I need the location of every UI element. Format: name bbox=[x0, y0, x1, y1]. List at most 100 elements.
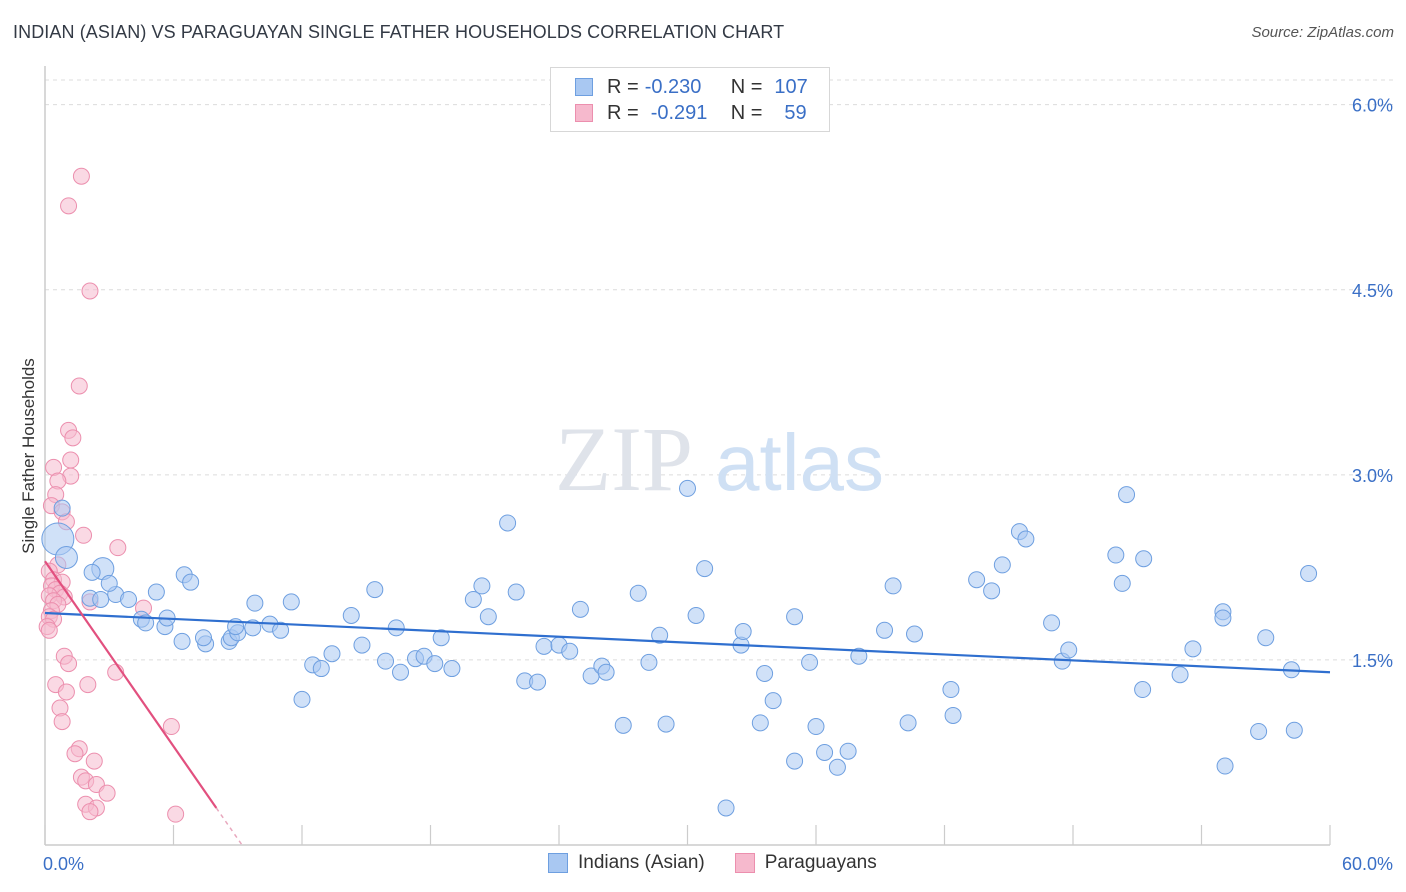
data-point-indians bbox=[1250, 722, 1268, 740]
watermark-zip: ZIP bbox=[555, 408, 693, 510]
bottom-legend: Indians (Asian) Paraguayans bbox=[548, 852, 907, 874]
y-tick-label: 4.5% bbox=[1352, 281, 1393, 301]
data-point-indians bbox=[983, 582, 1001, 600]
source-label: Source: ZipAtlas.com bbox=[1251, 24, 1394, 41]
data-point-indians bbox=[1285, 721, 1303, 739]
data-point-indians bbox=[571, 600, 589, 618]
data-point-indians bbox=[499, 514, 517, 532]
data-point-indians bbox=[147, 583, 165, 601]
data-point-indians bbox=[899, 714, 917, 732]
legend-box: R = -0.230 N = 107 R = -0.291 N = 59 bbox=[550, 67, 830, 132]
data-point-indians bbox=[535, 637, 553, 655]
data-point-indians bbox=[679, 479, 696, 497]
data-point-paraguayans bbox=[167, 805, 185, 823]
data-point-indians bbox=[906, 625, 924, 643]
bottom-legend-swatch-blue bbox=[548, 853, 568, 873]
data-point-indians bbox=[282, 593, 300, 611]
data-point-indians bbox=[479, 608, 497, 626]
legend-swatch-pink bbox=[575, 104, 593, 122]
data-point-indians bbox=[850, 647, 868, 665]
data-point-indians bbox=[597, 663, 615, 681]
data-point-indians bbox=[657, 715, 675, 733]
data-point-indians bbox=[993, 556, 1011, 574]
data-point-indians bbox=[968, 571, 986, 589]
data-point-indians bbox=[651, 626, 669, 644]
data-point-indians bbox=[876, 621, 894, 639]
data-point-indians bbox=[53, 499, 71, 517]
data-point-indians bbox=[696, 560, 714, 578]
y-tick-label: 6.0% bbox=[1352, 96, 1393, 116]
data-point-indians bbox=[1300, 565, 1318, 583]
data-point-indians bbox=[507, 583, 525, 601]
axes bbox=[44, 66, 1331, 846]
y-tick-label: 1.5% bbox=[1352, 651, 1393, 671]
tick-labels: 1.5% 3.0% 4.5% 6.0% 0.0% 60.0% bbox=[43, 96, 1393, 874]
data-point-indians bbox=[182, 573, 200, 591]
data-point-paraguayans bbox=[98, 784, 116, 802]
data-point-paraguayans bbox=[75, 526, 93, 544]
data-point-indians bbox=[323, 645, 341, 663]
data-point-indians bbox=[342, 607, 360, 624]
data-point-indians bbox=[1135, 550, 1153, 568]
data-point-indians bbox=[432, 629, 450, 647]
data-point-indians bbox=[1171, 666, 1189, 684]
bottom-legend-label-indians: Indians (Asian) bbox=[578, 852, 705, 873]
data-point-paraguayans bbox=[66, 745, 84, 763]
data-point-indians bbox=[246, 594, 264, 612]
series-indians-points bbox=[41, 479, 1318, 817]
data-point-paraguayans bbox=[60, 655, 78, 673]
legend-r-label: R = bbox=[607, 101, 639, 124]
data-point-paraguayans bbox=[162, 718, 180, 736]
data-point-indians bbox=[443, 660, 461, 678]
series-paraguayans-points bbox=[38, 167, 185, 823]
data-point-indians bbox=[807, 718, 825, 736]
bottom-legend-paraguayans[interactable]: Paraguayans bbox=[734, 852, 877, 874]
data-point-indians bbox=[312, 660, 330, 678]
data-point-indians bbox=[1134, 681, 1152, 699]
data-point-indians bbox=[640, 653, 658, 671]
data-point-paraguayans bbox=[81, 803, 99, 821]
data-point-indians bbox=[392, 663, 410, 681]
legend-n-label: N = bbox=[730, 75, 763, 98]
data-point-indians bbox=[1216, 757, 1234, 775]
data-point-indians bbox=[366, 581, 384, 599]
legend-row-indians: R = -0.230 N = 107 bbox=[575, 74, 808, 100]
y-axis-label: Single Father Households bbox=[19, 358, 38, 554]
x-tick-label: 0.0% bbox=[43, 854, 84, 874]
data-point-indians bbox=[756, 664, 774, 682]
data-point-paraguayans bbox=[79, 676, 97, 694]
bottom-legend-indians[interactable]: Indians (Asian) bbox=[548, 852, 705, 874]
data-point-indians bbox=[884, 577, 902, 595]
data-point-paraguayans bbox=[62, 451, 80, 469]
data-point-indians bbox=[473, 577, 491, 595]
data-point-paraguayans bbox=[60, 197, 78, 215]
trend-line-indians bbox=[44, 611, 1331, 674]
data-point-indians bbox=[120, 590, 138, 608]
data-point-indians bbox=[92, 590, 110, 608]
legend-n-value: 59 bbox=[784, 101, 807, 124]
data-point-indians bbox=[629, 584, 647, 602]
chart-title: INDIAN (ASIAN) VS PARAGUAYAN SINGLE FATH… bbox=[13, 22, 785, 42]
data-point-indians bbox=[377, 652, 395, 670]
data-point-indians bbox=[786, 608, 804, 626]
grid-lines bbox=[45, 79, 1395, 661]
bottom-legend-label-paraguayans: Paraguayans bbox=[764, 852, 877, 873]
trend-line-paraguayans-extension bbox=[215, 807, 243, 846]
x-tick-label: 60.0% bbox=[1342, 854, 1393, 874]
trend-line-paraguayans bbox=[44, 560, 218, 809]
data-point-indians bbox=[1214, 609, 1232, 627]
data-point-indians bbox=[561, 642, 579, 660]
data-point-indians bbox=[464, 590, 482, 608]
data-point-paraguayans bbox=[64, 429, 82, 447]
data-point-indians bbox=[839, 742, 857, 760]
data-point-indians bbox=[1107, 546, 1125, 564]
data-point-indians bbox=[1113, 574, 1131, 592]
legend-row-paraguayans: R = -0.291 N = 59 bbox=[575, 100, 807, 126]
data-point-paraguayans bbox=[70, 377, 88, 395]
data-point-indians bbox=[54, 546, 78, 570]
data-point-indians bbox=[942, 681, 960, 699]
data-point-indians bbox=[293, 690, 311, 708]
data-point-indians bbox=[272, 621, 290, 639]
data-point-indians bbox=[83, 563, 101, 581]
data-point-indians bbox=[734, 623, 752, 641]
